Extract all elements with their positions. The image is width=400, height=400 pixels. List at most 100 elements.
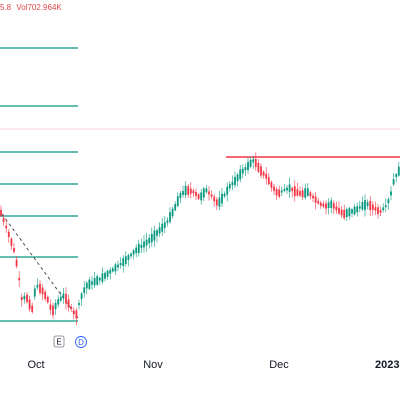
candle-body	[325, 203, 327, 209]
time-axis[interactable]: Oct Nov Dec 2023	[0, 352, 400, 400]
candle-body	[228, 184, 231, 189]
dividend-marker-icon[interactable]: D	[75, 336, 87, 348]
candle-body	[187, 186, 190, 195]
candle-body	[106, 270, 109, 277]
candle-body	[223, 193, 226, 197]
candle-body	[210, 194, 213, 197]
legend-volume-label: Vol	[16, 3, 28, 12]
candle-body	[304, 188, 307, 198]
candle-body	[104, 272, 106, 279]
candle-body	[109, 269, 112, 274]
time-axis-label-nov: Nov	[143, 359, 163, 371]
candle-body	[366, 202, 369, 207]
candle-body	[247, 162, 249, 170]
candle-body	[312, 195, 314, 199]
candle-body	[208, 191, 210, 195]
candle-body	[169, 212, 171, 222]
candle-body	[369, 200, 372, 211]
candle-body	[174, 204, 177, 211]
candle-body	[197, 194, 200, 199]
candle-body	[377, 207, 379, 215]
candle-body	[140, 244, 143, 248]
candle-body	[234, 176, 236, 186]
candle-body	[59, 296, 62, 301]
candle-body	[343, 209, 346, 219]
candle-body	[309, 192, 312, 197]
candle-body	[257, 162, 260, 172]
candle-body	[345, 209, 348, 217]
candle-body	[41, 287, 44, 295]
earnings-marker-icon[interactable]: E	[53, 335, 65, 348]
candle-body	[213, 196, 216, 202]
candle-body	[299, 191, 301, 196]
candle-body	[176, 196, 179, 206]
time-axis-background	[0, 352, 400, 400]
candle-body	[265, 173, 268, 179]
candle-body	[195, 191, 197, 197]
candle-body	[5, 225, 8, 229]
candle-body	[301, 190, 304, 198]
candle-body	[85, 282, 88, 289]
candle-body	[130, 253, 132, 257]
candle-body	[280, 190, 283, 193]
candle-body	[275, 188, 278, 196]
candle-body	[65, 293, 67, 304]
candle-body	[395, 174, 398, 178]
candle-body	[314, 196, 317, 203]
candle-body	[62, 293, 65, 298]
candle-body	[322, 203, 325, 207]
candle-body	[23, 295, 26, 300]
candle-body	[117, 264, 119, 268]
candle-body	[15, 259, 18, 267]
candle-body	[283, 188, 286, 191]
candle-body	[26, 294, 28, 303]
candle-body	[98, 277, 101, 281]
candle-body	[356, 206, 359, 213]
candle-body	[387, 199, 390, 204]
candle-body	[364, 200, 366, 210]
legend-price-fragment: 5.8	[0, 3, 12, 12]
fib-retracement[interactable]	[0, 47, 78, 322]
earnings-marker-letter: E	[56, 338, 61, 347]
candle-body	[215, 199, 218, 206]
candle-body	[33, 288, 36, 297]
candle-body	[182, 191, 184, 195]
candle-body	[75, 310, 78, 319]
candle-body	[158, 227, 161, 234]
candle-body	[18, 277, 21, 281]
candle-body	[221, 193, 223, 204]
candle-body	[119, 263, 122, 266]
candle-body	[28, 299, 31, 310]
candle-body	[226, 186, 229, 195]
candle-body	[267, 177, 270, 185]
candle-body	[143, 241, 145, 248]
candle-body	[161, 223, 164, 232]
candle-body	[384, 205, 387, 208]
candle-body	[397, 166, 400, 176]
candle-body	[205, 188, 208, 193]
candle-body	[335, 206, 338, 211]
candle-body	[52, 305, 54, 316]
candle-body	[254, 158, 257, 168]
candle-body	[374, 207, 377, 211]
candle-body	[348, 208, 351, 217]
candle-body	[171, 208, 174, 217]
candle-body	[270, 182, 273, 188]
candle-body	[137, 243, 140, 254]
candle-body	[202, 188, 205, 198]
candle-body	[101, 273, 104, 283]
candle-body	[49, 304, 52, 310]
candle-body	[2, 217, 5, 222]
candle-body	[145, 239, 148, 246]
candle-body	[241, 168, 244, 174]
candle-body	[319, 202, 322, 206]
candle-body	[57, 298, 60, 305]
candle-body	[93, 278, 96, 286]
candle-body	[78, 302, 80, 306]
candle-body	[317, 200, 320, 204]
candle-body	[249, 159, 252, 167]
candle-body	[163, 222, 166, 228]
candle-body	[13, 248, 15, 252]
candle-body	[122, 258, 125, 267]
